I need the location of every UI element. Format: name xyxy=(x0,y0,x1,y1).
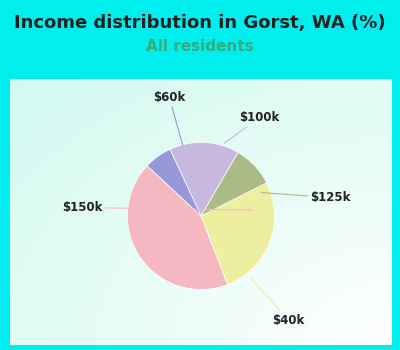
Text: Income distribution in Gorst, WA (%): Income distribution in Gorst, WA (%) xyxy=(14,14,386,32)
Text: $100k: $100k xyxy=(224,111,280,143)
Wedge shape xyxy=(201,183,274,285)
Wedge shape xyxy=(170,142,238,216)
Text: $40k: $40k xyxy=(251,279,305,327)
Text: $60k: $60k xyxy=(153,91,185,145)
Wedge shape xyxy=(128,166,228,289)
Wedge shape xyxy=(201,152,267,216)
Text: $125k: $125k xyxy=(261,191,351,204)
Wedge shape xyxy=(147,149,201,216)
Text: $150k: $150k xyxy=(62,201,253,214)
Text: All residents: All residents xyxy=(146,39,254,54)
